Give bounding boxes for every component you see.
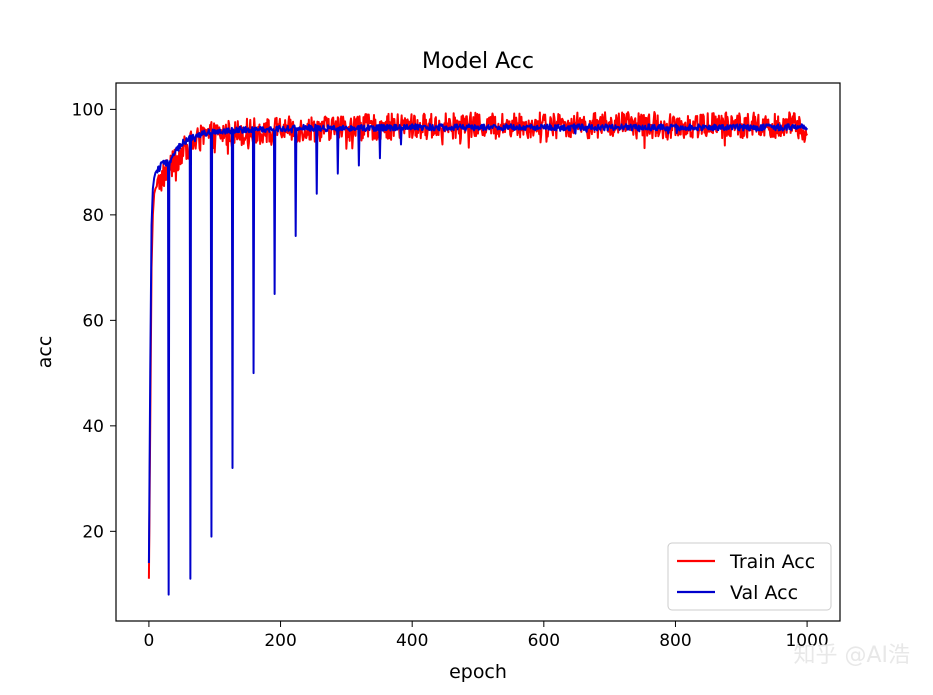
x-tick-label: 200 (264, 631, 296, 651)
x-tick-label: 400 (396, 631, 428, 651)
y-tick-label: 100 (72, 100, 104, 120)
y-axis-ticks: 20 40 60 80 100 (72, 100, 116, 542)
y-tick-label: 80 (82, 206, 104, 226)
plot-area-frame (115, 82, 841, 622)
x-tick-label: 800 (659, 631, 691, 651)
x-axis-ticks: 0 200 400 600 800 1000 (143, 621, 829, 651)
chart-title: Model Acc (422, 49, 534, 74)
legend-box (667, 542, 832, 611)
series-val-acc (147, 123, 808, 596)
x-tick-label: 1000 (785, 631, 828, 651)
y-axis-label: acc (34, 336, 56, 369)
x-tick-label: 0 (143, 631, 154, 651)
y-tick-label: 40 (82, 417, 104, 437)
legend-label-val-acc: Val Acc (730, 582, 798, 604)
legend: Train Acc Val Acc (667, 542, 832, 611)
y-tick-label: 60 (82, 311, 104, 331)
watermark-text: 知乎 @AI浩 (793, 643, 910, 668)
y-tick-label: 20 (82, 522, 104, 542)
legend-label-train-acc: Train Acc (729, 551, 815, 573)
series-layer (147, 111, 808, 596)
series-line-val-acc (147, 123, 808, 596)
x-axis-label: epoch (449, 661, 507, 683)
x-tick-label: 600 (528, 631, 560, 651)
